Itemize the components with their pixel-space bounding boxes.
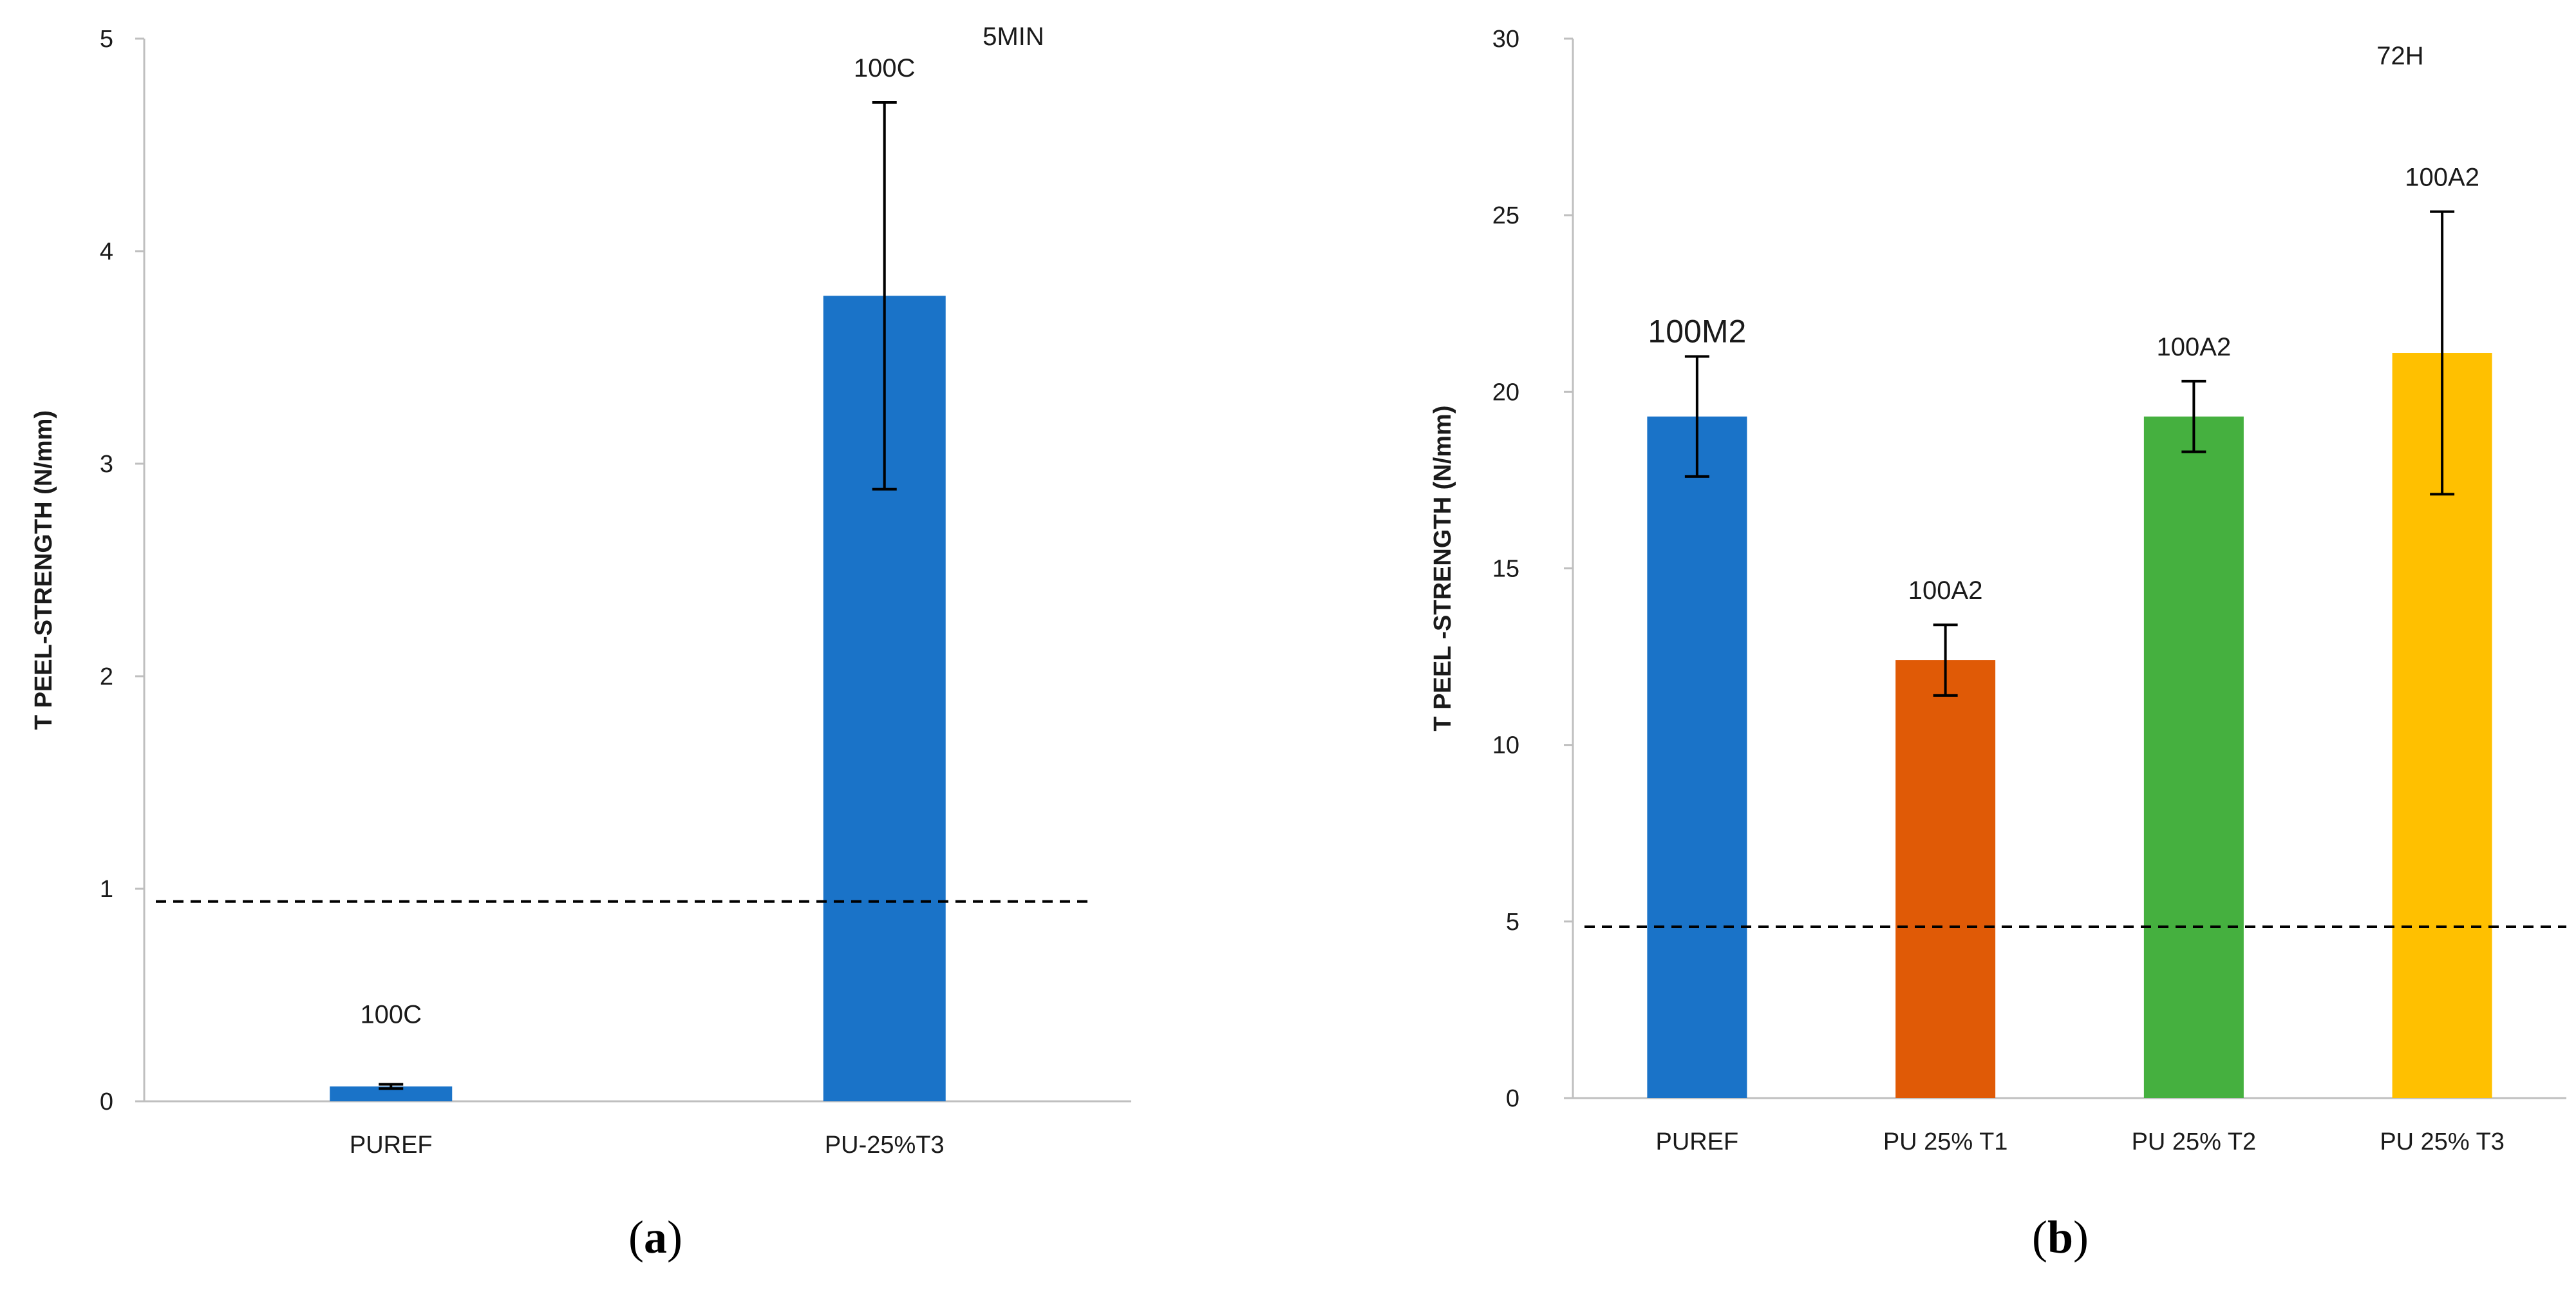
bar-data-label: 100A2	[2405, 164, 2479, 192]
chart-note: 5MIN	[982, 23, 1044, 51]
y-tick-label: 2	[100, 663, 113, 690]
y-tick-label: 0	[1506, 1085, 1519, 1112]
bar-data-label: 100A2	[2157, 333, 2232, 361]
bar-data-label: 100M2	[1648, 314, 1746, 350]
y-tick-label: 5	[100, 26, 113, 53]
y-tick-label: 15	[1492, 556, 1519, 583]
y-tick-label: 5	[1506, 909, 1519, 936]
y-tick-label: 10	[1492, 732, 1519, 759]
y-tick-label: 30	[1492, 26, 1519, 53]
y-axis-label: T PEEL -STRENGTH (N/mm)	[1429, 406, 1456, 732]
x-tick-label: PU 25% T3	[2380, 1128, 2505, 1155]
x-tick-label: PU 25% T2	[2132, 1128, 2257, 1155]
y-tick-label: 0	[100, 1088, 113, 1115]
y-tick-label: 25	[1492, 202, 1519, 229]
chart-panel-b: 0 5 10 15 20 25 30 T PEEL -STRENGTH (N/mm) 100M2…	[1429, 26, 2566, 1263]
x-tick-label: PUREF	[350, 1132, 433, 1159]
x-tick-label: PUREF	[1655, 1128, 1738, 1155]
panel-label: (b)	[2032, 1211, 2089, 1263]
x-tick-label: PU 25% T1	[1883, 1128, 2008, 1155]
panel-label: (a)	[628, 1211, 682, 1263]
y-tick-label: 4	[100, 238, 113, 265]
y-axis-label: T PEEL-STRENGTH (N/mm)	[30, 410, 57, 730]
y-tick-label: 1	[100, 876, 113, 903]
bar	[1895, 660, 1996, 1098]
bar	[1647, 416, 1747, 1098]
bar-data-label: 100C	[854, 54, 916, 82]
chart-note: 72H	[2376, 42, 2423, 70]
chart-panel-a: 0 1 2 3 4 5 T PEEL-STRENGTH (N/mm) 100C PUREF 100…	[30, 23, 1131, 1263]
bar-data-label: 100C	[360, 1001, 422, 1029]
bar-data-label: 100A2	[1908, 576, 1983, 605]
bar	[2143, 416, 2244, 1098]
y-tick-label: 20	[1492, 379, 1519, 406]
x-tick-label: PU-25%T3	[825, 1132, 945, 1159]
bar	[330, 1086, 453, 1101]
y-tick-label: 3	[100, 451, 113, 478]
